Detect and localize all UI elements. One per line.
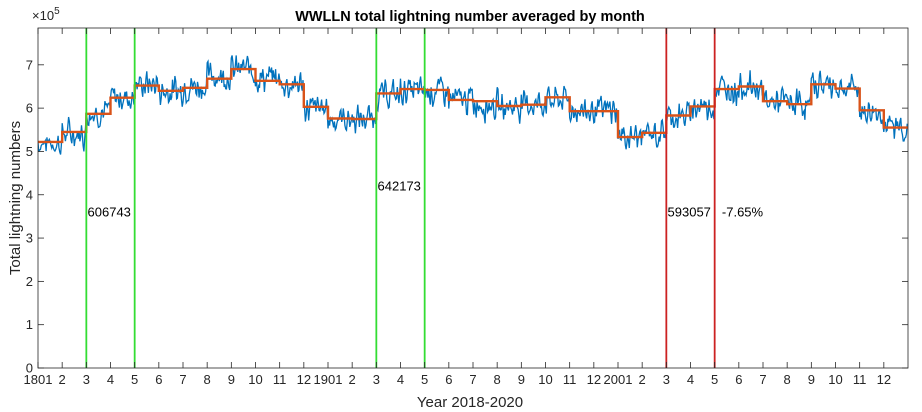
x-tick-label: 3 (373, 372, 380, 387)
x-tick-label: 2 (639, 372, 646, 387)
x-tick-label: 9 (228, 372, 235, 387)
x-tick-label: 9 (518, 372, 525, 387)
x-tick-label: 4 (687, 372, 694, 387)
annotation-2: 642173 (378, 178, 421, 193)
y-exponent-label: ×105 (32, 6, 60, 23)
x-tick-label: 3 (83, 372, 90, 387)
x-tick-label: 5 (421, 372, 428, 387)
chart-title: WWLLN total lightning number averaged by… (295, 9, 645, 25)
x-tick-label: 11 (853, 372, 867, 387)
x-tick-label: 2 (349, 372, 356, 387)
daily-series-line (38, 55, 908, 155)
x-tick-label: 12 (877, 372, 891, 387)
x-tick-label: 3 (663, 372, 670, 387)
x-tick-label: 12 (297, 372, 311, 387)
x-axis-title: Year 2018-2020 (417, 394, 523, 411)
x-tick-label: 11 (273, 372, 287, 387)
x-tick-label: 6 (735, 372, 742, 387)
x-tick-label: 6 (445, 372, 452, 387)
y-tick-label: 2 (26, 274, 33, 289)
x-tick-label: 7 (469, 372, 476, 387)
x-tick-label: 10 (248, 372, 262, 387)
y-axis-title: Total lightning numbers (7, 121, 24, 275)
x-tick-label: 7 (759, 372, 766, 387)
x-tick-label: 6 (155, 372, 162, 387)
y-tick-label: 4 (26, 187, 33, 202)
x-tick-label: 2 (59, 372, 66, 387)
y-exponent-power: 5 (54, 6, 60, 17)
x-tick-label: 8 (204, 372, 211, 387)
annotation-3: 593057 (668, 204, 711, 219)
x-tick-label: 8 (784, 372, 791, 387)
monthly-average-step-line (38, 67, 908, 144)
x-tick-label: 12 (587, 372, 601, 387)
x-tick-label: 5 (711, 372, 718, 387)
y-tick-label: 7 (26, 57, 33, 72)
x-tick-label: 7 (179, 372, 186, 387)
x-tick-label: 8 (494, 372, 501, 387)
y-tick-label: 1 (26, 317, 33, 332)
x-tick-label: 10 (828, 372, 842, 387)
x-tick-label: 4 (107, 372, 114, 387)
x-tick-label: 9 (808, 372, 815, 387)
x-tick-label: 5 (131, 372, 138, 387)
y-tick-label: 0 (26, 361, 33, 376)
x-tick-label: 1901 (314, 372, 343, 387)
x-tick-label: 11 (563, 372, 577, 387)
plot-area: 606743 642173 593057 -7.65% (38, 28, 908, 368)
axes-box (37, 27, 909, 369)
x-tick-label: 1801 (24, 372, 53, 387)
y-tick-label: 6 (26, 101, 33, 116)
x-tick-label: 2001 (604, 372, 633, 387)
annotation-1: 606743 (88, 204, 131, 219)
annotation-4: -7.65% (722, 204, 764, 219)
x-tick-label: 10 (538, 372, 552, 387)
y-tick-label: 5 (26, 144, 33, 159)
y-tick-label: 3 (26, 231, 33, 246)
x-tick-label: 4 (397, 372, 404, 387)
